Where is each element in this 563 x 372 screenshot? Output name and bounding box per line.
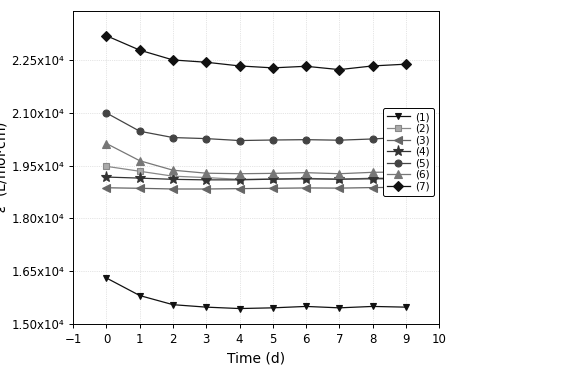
(1) xyxy=(336,306,343,310)
(2) xyxy=(136,169,143,173)
(4) xyxy=(169,177,176,182)
(3) xyxy=(403,185,409,189)
(4) xyxy=(303,177,310,181)
(6) xyxy=(203,171,209,176)
(3) xyxy=(203,187,209,191)
(2) xyxy=(336,177,343,182)
X-axis label: Time (d): Time (d) xyxy=(227,351,285,365)
(7) xyxy=(369,64,376,68)
(6) xyxy=(336,171,343,176)
(5) xyxy=(236,138,243,143)
(6) xyxy=(369,170,376,174)
(2) xyxy=(403,176,409,180)
Line: (3): (3) xyxy=(102,183,410,193)
(2) xyxy=(236,177,243,182)
(6) xyxy=(270,171,276,176)
(4) xyxy=(136,176,143,180)
(7) xyxy=(203,60,209,64)
(7) xyxy=(270,65,276,70)
(3) xyxy=(369,185,376,190)
(2) xyxy=(103,164,110,169)
Line: (1): (1) xyxy=(103,275,409,312)
(7) xyxy=(403,62,409,67)
(1) xyxy=(103,276,110,280)
(2) xyxy=(303,176,310,180)
(4) xyxy=(203,178,209,182)
(6) xyxy=(403,170,409,174)
(7) xyxy=(136,48,143,52)
Line: (7): (7) xyxy=(103,32,409,73)
(3) xyxy=(236,186,243,191)
(1) xyxy=(236,306,243,311)
(6) xyxy=(103,141,110,146)
(3) xyxy=(303,186,310,190)
(5) xyxy=(203,137,209,141)
(6) xyxy=(303,170,310,175)
(4) xyxy=(336,177,343,182)
Y-axis label: $\varepsilon$  (L/mol$\cdot$cm): $\varepsilon$ (L/mol$\cdot$cm) xyxy=(0,122,8,213)
(3) xyxy=(103,186,110,190)
(1) xyxy=(203,305,209,310)
(5) xyxy=(369,137,376,141)
(1) xyxy=(403,305,409,310)
Line: (4): (4) xyxy=(101,171,412,185)
(5) xyxy=(303,137,310,142)
(1) xyxy=(369,304,376,309)
(4) xyxy=(103,175,110,179)
(4) xyxy=(403,176,409,181)
Line: (2): (2) xyxy=(104,164,409,182)
(1) xyxy=(303,304,310,309)
(4) xyxy=(369,177,376,181)
(2) xyxy=(203,175,209,180)
(7) xyxy=(336,67,343,72)
(1) xyxy=(169,302,176,307)
(7) xyxy=(103,33,110,38)
(5) xyxy=(169,135,176,140)
(3) xyxy=(270,186,276,190)
(2) xyxy=(169,174,176,179)
(5) xyxy=(336,138,343,142)
(3) xyxy=(136,186,143,190)
(7) xyxy=(169,58,176,62)
Legend: (1), (2), (3), (4), (5), (6), (7): (1), (2), (3), (4), (5), (6), (7) xyxy=(383,108,434,196)
Line: (6): (6) xyxy=(102,140,410,178)
(1) xyxy=(270,306,276,310)
(5) xyxy=(403,135,409,140)
(4) xyxy=(236,178,243,182)
(6) xyxy=(236,171,243,176)
Line: (5): (5) xyxy=(103,109,409,144)
(2) xyxy=(369,176,376,180)
(6) xyxy=(169,168,176,173)
(1) xyxy=(136,293,143,298)
(5) xyxy=(103,111,110,115)
(2) xyxy=(270,177,276,181)
(3) xyxy=(336,186,343,190)
(7) xyxy=(236,64,243,68)
(4) xyxy=(270,177,276,182)
(5) xyxy=(136,129,143,134)
(5) xyxy=(270,138,276,142)
(3) xyxy=(169,187,176,191)
(6) xyxy=(136,158,143,163)
(7) xyxy=(303,64,310,68)
